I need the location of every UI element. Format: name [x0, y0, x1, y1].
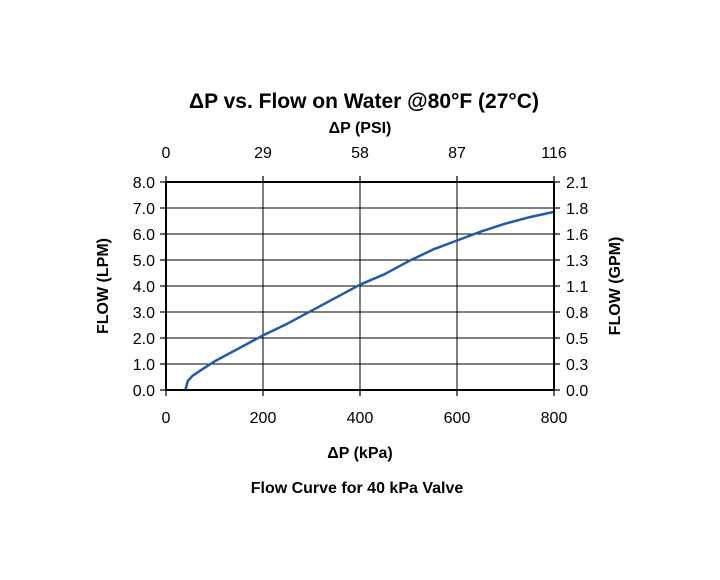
- left-tick-label: 7.0: [133, 201, 155, 218]
- right-tick-label: 0.8: [566, 305, 588, 322]
- plot-frame: [165, 181, 555, 391]
- right-tick-label: 1.3: [566, 253, 588, 270]
- bottom-tick-label: 0: [162, 410, 171, 427]
- right-axis-ticks: 0.0 0.3 0.5 0.8 1.1 1.3 1.6 1.8 2.1: [554, 175, 588, 400]
- right-tick-label: 0.0: [566, 383, 588, 400]
- bottom-axis-ticks: 0 200 400 600 800: [162, 390, 568, 427]
- bottom-tick-label: 200: [250, 410, 277, 427]
- right-tick-label: 1.8: [566, 201, 588, 218]
- series-group: [184, 210, 556, 392]
- right-tick-label: 0.3: [566, 357, 588, 374]
- left-tick-label: 8.0: [133, 175, 155, 192]
- right-tick-label: 1.1: [566, 279, 588, 296]
- left-tick-label: 4.0: [133, 279, 155, 296]
- top-tick-label: 58: [351, 145, 369, 162]
- right-tick-label: 0.5: [566, 331, 588, 348]
- top-axis-ticks: 0 29 58 87 116: [162, 145, 567, 182]
- left-axis-title: FLOW (LPM): [95, 238, 112, 334]
- top-tick-label: 0: [162, 145, 171, 162]
- bottom-axis-title: ΔP (kPa): [327, 445, 392, 462]
- chart-title: ΔP vs. Flow on Water @80°F (27°C): [189, 90, 539, 113]
- left-tick-label: 5.0: [133, 253, 155, 270]
- top-tick-label: 87: [448, 145, 466, 162]
- left-tick-label: 2.0: [133, 331, 155, 348]
- chart-caption: Flow Curve for 40 kPa Valve: [251, 480, 464, 497]
- left-tick-label: 1.0: [133, 357, 155, 374]
- bottom-tick-label: 400: [347, 410, 374, 427]
- bottom-tick-label: 600: [444, 410, 471, 427]
- top-tick-label: 116: [541, 145, 567, 162]
- left-tick-label: 0.0: [133, 383, 155, 400]
- right-tick-label: 1.6: [566, 227, 588, 244]
- left-tick-label: 6.0: [133, 227, 155, 244]
- right-axis-title: FLOW (GPM): [607, 237, 624, 336]
- left-tick-label: 3.0: [133, 305, 155, 322]
- flow-curve-line: [184, 210, 556, 392]
- left-axis-ticks: 0.0 1.0 2.0 3.0 4.0 5.0 6.0 7.0 8.0: [133, 175, 166, 400]
- bottom-tick-label: 800: [541, 410, 568, 427]
- top-axis-title: ΔP (PSI): [329, 120, 392, 137]
- right-tick-label: 2.1: [566, 175, 588, 192]
- top-tick-label: 29: [254, 145, 272, 162]
